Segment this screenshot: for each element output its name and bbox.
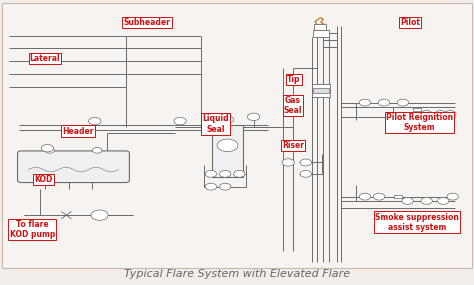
- Circle shape: [205, 183, 217, 190]
- Bar: [394, 195, 402, 198]
- Circle shape: [247, 113, 260, 121]
- Circle shape: [402, 198, 413, 204]
- Circle shape: [359, 193, 371, 200]
- Circle shape: [445, 111, 456, 117]
- Circle shape: [421, 198, 432, 204]
- Text: Liquid
Seal: Liquid Seal: [202, 114, 229, 134]
- Text: Typical Flare System with Elevated Flare: Typical Flare System with Elevated Flare: [124, 268, 350, 279]
- Circle shape: [359, 99, 371, 106]
- Text: To flare
KOD pump: To flare KOD pump: [9, 220, 55, 239]
- Bar: [312, 84, 330, 97]
- Circle shape: [435, 111, 447, 117]
- Text: Pilot Reignition
System: Pilot Reignition System: [386, 113, 453, 132]
- FancyBboxPatch shape: [2, 3, 472, 268]
- Text: Pilot: Pilot: [400, 18, 420, 27]
- Circle shape: [397, 99, 409, 106]
- Circle shape: [91, 210, 108, 220]
- Circle shape: [300, 159, 311, 166]
- Circle shape: [447, 193, 458, 200]
- FancyBboxPatch shape: [18, 151, 129, 183]
- Circle shape: [234, 170, 245, 177]
- Circle shape: [374, 193, 385, 200]
- Circle shape: [174, 117, 186, 125]
- Text: Lateral: Lateral: [30, 54, 60, 63]
- Bar: [212, 125, 243, 177]
- Text: Header: Header: [63, 127, 94, 136]
- Circle shape: [378, 99, 390, 106]
- Text: Subheader: Subheader: [124, 18, 170, 27]
- Circle shape: [219, 183, 231, 190]
- Circle shape: [89, 117, 101, 125]
- Text: KOD: KOD: [35, 175, 53, 184]
- Text: Smoke suppression
assist system: Smoke suppression assist system: [375, 213, 459, 232]
- Circle shape: [421, 111, 432, 117]
- Circle shape: [92, 148, 102, 153]
- Bar: [413, 108, 421, 111]
- Circle shape: [438, 198, 449, 204]
- Text: Gas
Seal: Gas Seal: [283, 96, 302, 115]
- Circle shape: [41, 144, 54, 152]
- Circle shape: [300, 170, 311, 177]
- Circle shape: [219, 170, 231, 177]
- Text: Tip: Tip: [287, 75, 301, 84]
- Circle shape: [45, 148, 55, 153]
- Circle shape: [217, 139, 238, 152]
- Circle shape: [205, 170, 217, 177]
- Bar: [313, 88, 329, 93]
- Text: Riser: Riser: [282, 141, 304, 150]
- Circle shape: [282, 159, 294, 166]
- Bar: [313, 30, 329, 37]
- Bar: [314, 24, 326, 30]
- Circle shape: [221, 116, 234, 123]
